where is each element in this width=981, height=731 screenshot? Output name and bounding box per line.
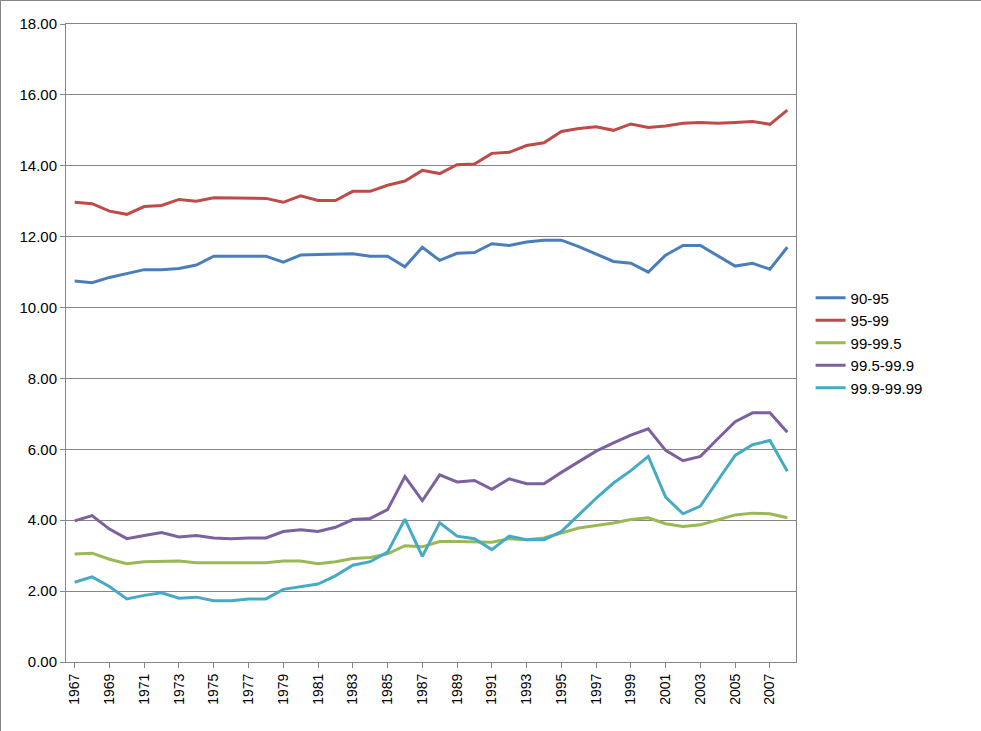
svg-text:1997: 1997 <box>588 673 604 704</box>
svg-text:14.00: 14.00 <box>19 157 57 174</box>
svg-text:1973: 1973 <box>171 673 187 704</box>
svg-text:2001: 2001 <box>657 673 673 704</box>
svg-text:99.9-99.99: 99.9-99.99 <box>851 380 923 397</box>
svg-text:0.00: 0.00 <box>28 653 57 670</box>
svg-text:95-99: 95-99 <box>851 312 889 329</box>
svg-text:1967: 1967 <box>66 673 82 704</box>
svg-text:1979: 1979 <box>275 673 291 704</box>
svg-text:1977: 1977 <box>240 673 256 704</box>
svg-text:2003: 2003 <box>692 673 708 704</box>
svg-text:6.00: 6.00 <box>28 441 57 458</box>
svg-text:10.00: 10.00 <box>19 299 57 316</box>
svg-text:1991: 1991 <box>483 673 499 704</box>
svg-text:1999: 1999 <box>622 673 638 704</box>
svg-text:1975: 1975 <box>205 673 221 704</box>
svg-text:16.00: 16.00 <box>19 86 57 103</box>
svg-text:8.00: 8.00 <box>28 370 57 387</box>
svg-text:1995: 1995 <box>553 673 569 704</box>
svg-text:1985: 1985 <box>379 673 395 704</box>
svg-text:1993: 1993 <box>518 673 534 704</box>
svg-text:99-99.5: 99-99.5 <box>851 335 902 352</box>
svg-text:90-95: 90-95 <box>851 290 889 307</box>
svg-text:12.00: 12.00 <box>19 228 57 245</box>
svg-text:2005: 2005 <box>727 673 743 704</box>
svg-text:1981: 1981 <box>310 673 326 704</box>
svg-text:2.00: 2.00 <box>28 582 57 599</box>
svg-text:2007: 2007 <box>761 673 777 704</box>
svg-text:1987: 1987 <box>414 673 430 704</box>
svg-text:4.00: 4.00 <box>28 511 57 528</box>
svg-text:1989: 1989 <box>449 673 465 704</box>
svg-text:1983: 1983 <box>344 673 360 704</box>
svg-text:18.00: 18.00 <box>19 15 57 32</box>
svg-text:99.5-99.9: 99.5-99.9 <box>851 357 914 374</box>
svg-text:1971: 1971 <box>136 673 152 704</box>
svg-text:1969: 1969 <box>101 673 117 704</box>
